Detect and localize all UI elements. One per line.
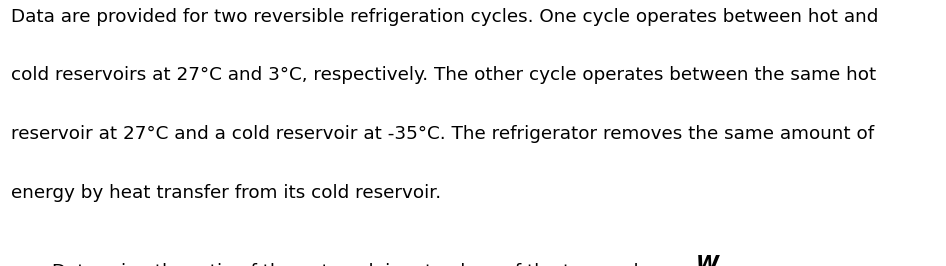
Text: Determine the ratio of the net work input values of the two cycles,: Determine the ratio of the net work inpu… xyxy=(52,263,665,266)
Text: reservoir at 27°C and a cold reservoir at -35°C. The refrigerator removes the sa: reservoir at 27°C and a cold reservoir a… xyxy=(11,125,874,143)
Text: Data are provided for two reversible refrigeration cycles. One cycle operates be: Data are provided for two reversible ref… xyxy=(11,8,879,26)
Text: a.: a. xyxy=(11,263,28,266)
Text: cold reservoirs at 27°C and 3°C, respectively. The other cycle operates between : cold reservoirs at 27°C and 3°C, respect… xyxy=(11,66,877,85)
Text: energy by heat transfer from its cold reservoir.: energy by heat transfer from its cold re… xyxy=(11,184,442,202)
Text: W: W xyxy=(695,255,718,266)
